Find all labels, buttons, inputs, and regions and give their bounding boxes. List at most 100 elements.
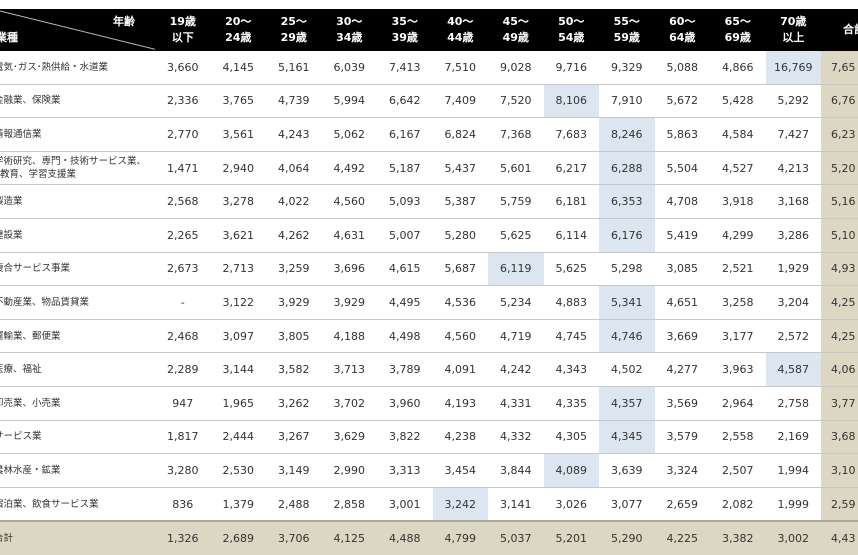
value-cell: 947 — [155, 386, 211, 421]
value-cell: 3,582 — [266, 352, 322, 387]
total-cell: 3,68 — [821, 420, 858, 455]
highlighted-value-cell: 8,106 — [543, 84, 599, 119]
value-cell: 4,745 — [543, 319, 599, 354]
total-cell: 6,76 — [821, 84, 858, 119]
salary-table-container: 年齢 業種 19歳 以下 20～ 24歳 25～ 29歳 30～ 34歳 35～ 39歳 40～ 44… — [0, 9, 858, 555]
value-cell: 5,601 — [488, 151, 544, 186]
value-cell: 7,910 — [599, 84, 655, 119]
value-cell: 5,062 — [321, 117, 377, 152]
value-cell: 1,471 — [155, 151, 211, 186]
value-cell: 5,201 — [543, 520, 599, 555]
value-cell: 4,866 — [710, 51, 766, 85]
value-cell: 6,824 — [432, 117, 488, 152]
total-cell: 4,43 — [821, 520, 858, 555]
value-cell: 4,091 — [432, 352, 488, 387]
total-cell: 3,77 — [821, 386, 858, 421]
value-cell: 2,990 — [321, 453, 377, 488]
total-cell: 6,23 — [821, 117, 858, 152]
value-cell: 2,568 — [155, 184, 211, 219]
value-cell: 6,181 — [543, 184, 599, 219]
value-cell: 4,719 — [488, 319, 544, 354]
value-cell: 3,579 — [654, 420, 710, 455]
value-cell: 2,558 — [710, 420, 766, 455]
highlighted-value-cell: 6,176 — [599, 218, 655, 253]
highlighted-value-cell: 4,089 — [543, 453, 599, 488]
value-cell: 4,125 — [321, 520, 377, 555]
highlighted-value-cell: 6,353 — [599, 184, 655, 219]
total-cell: 2,59 — [821, 487, 858, 522]
value-cell: 5,037 — [488, 520, 544, 555]
highlighted-value-cell: 4,746 — [599, 319, 655, 354]
value-cell: 5,161 — [266, 51, 322, 85]
industry-label: 農林水産・鉱業 — [0, 453, 155, 488]
industry-label: 情報通信業 — [0, 117, 155, 152]
table-row: 建設業2,2653,6214,2624,6315,0075,2805,6256,… — [0, 218, 858, 253]
value-cell: 4,331 — [488, 386, 544, 421]
value-cell: 5,759 — [488, 184, 544, 219]
value-cell: 3,280 — [155, 453, 211, 488]
value-cell: 3,324 — [654, 453, 710, 488]
table-row: 宿泊業、飲食サービス業 836 1,379 2,488 2,858 3,001 3,242 3… — [0, 487, 858, 522]
value-cell: 5,007 — [377, 218, 433, 253]
highlighted-value-cell: 6,288 — [599, 151, 655, 186]
value-cell: 5,625 — [488, 218, 544, 253]
table-row: 学術研究、専門・技術サービス業、教育、学習支援業 1,471 2,940 4,064 4… — [0, 151, 858, 186]
industry-label: 電気･ガス･熱供給・水道業 — [0, 51, 155, 85]
value-cell: 6,039 — [321, 51, 377, 85]
value-cell: 9,329 — [599, 51, 655, 85]
value-cell: 2,858 — [321, 487, 377, 522]
value-cell: 3,313 — [377, 453, 433, 488]
highlighted-value-cell: 4,357 — [599, 386, 655, 421]
value-cell: 5,387 — [432, 184, 488, 219]
industry-label: 学術研究、専門・技術サービス業、教育、学習支援業 — [0, 151, 155, 186]
column-header-age: 55～ 59歳 — [599, 9, 655, 51]
value-cell: 5,290 — [599, 520, 655, 555]
table-row: 複合サービス事業 2,673 2,713 3,259 3,696 4,615 5,687 6,… — [0, 252, 858, 287]
value-cell: 4,238 — [432, 420, 488, 455]
industry-label: 卸売業、小売業 — [0, 386, 155, 421]
value-cell: 3,122 — [210, 285, 266, 320]
value-cell: 3,144 — [210, 352, 266, 387]
value-cell: 5,292 — [765, 84, 821, 119]
diagonal-divider — [0, 10, 155, 50]
value-cell: 2,488 — [266, 487, 322, 522]
value-cell: 4,242 — [488, 352, 544, 387]
column-header-age: 30～ 34歳 — [321, 9, 377, 51]
value-cell: - — [155, 285, 211, 320]
value-cell: 5,088 — [654, 51, 710, 85]
total-cell: 4,93 — [821, 252, 858, 287]
value-cell: 1,965 — [210, 386, 266, 421]
column-header-age: 25～ 29歳 — [266, 9, 322, 51]
value-cell: 3,258 — [710, 285, 766, 320]
header-row: 年齢 業種 19歳 以下 20～ 24歳 25～ 29歳 30～ 34歳 35～ 39歳 40～ 44… — [0, 9, 858, 51]
value-cell: 2,659 — [654, 487, 710, 522]
value-cell: 4,527 — [710, 151, 766, 186]
value-cell: 4,188 — [321, 319, 377, 354]
value-cell: 7,409 — [432, 84, 488, 119]
value-cell: 2,964 — [710, 386, 766, 421]
industry-label: 運輸業、郵便業 — [0, 319, 155, 354]
value-cell: 4,262 — [266, 218, 322, 253]
industry-axis-label: 業種 — [0, 31, 18, 44]
value-cell: 3,844 — [488, 453, 544, 488]
value-cell: 1,817 — [155, 420, 211, 455]
value-cell: 5,687 — [432, 252, 488, 287]
column-header-age: 60～ 64歳 — [654, 9, 710, 51]
value-cell: 4,488 — [377, 520, 433, 555]
value-cell: 6,217 — [543, 151, 599, 186]
value-cell: 4,022 — [266, 184, 322, 219]
value-cell: 5,504 — [654, 151, 710, 186]
value-cell: 3,278 — [210, 184, 266, 219]
column-header-age: 35～ 39歳 — [377, 9, 433, 51]
value-cell: 3,382 — [710, 520, 766, 555]
value-cell: 4,193 — [432, 386, 488, 421]
highlighted-value-cell: 6,119 — [488, 252, 544, 287]
value-cell: 3,929 — [266, 285, 322, 320]
value-cell: 2,336 — [155, 84, 211, 119]
value-cell: 2,265 — [155, 218, 211, 253]
value-cell: 3,569 — [654, 386, 710, 421]
value-cell: 2,468 — [155, 319, 211, 354]
highlighted-value-cell: 8,246 — [599, 117, 655, 152]
value-cell: 3,085 — [654, 252, 710, 287]
table-row: 農林水産・鉱業 3,280 2,530 3,149 2,990 3,313 3,454 3,8… — [0, 453, 858, 488]
